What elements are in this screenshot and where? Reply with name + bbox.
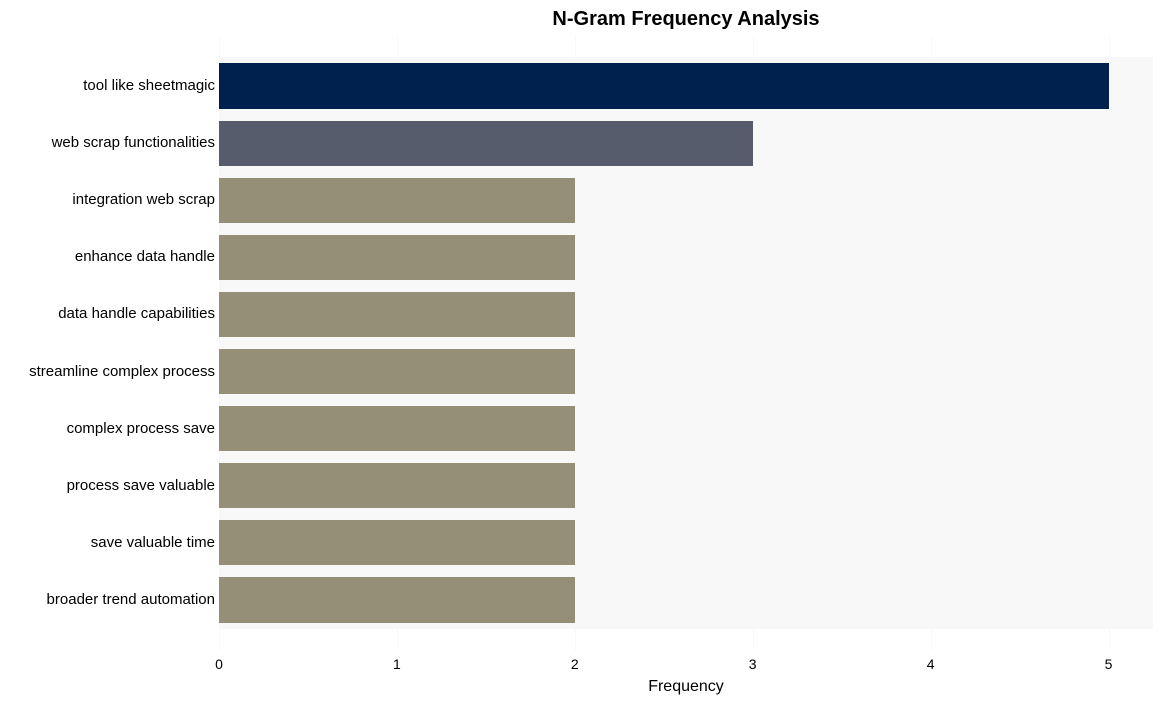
bar bbox=[219, 406, 575, 451]
chart-title: N-Gram Frequency Analysis bbox=[219, 8, 1153, 31]
y-axis-label: integration web scrap bbox=[72, 191, 215, 208]
x-axis-tick-label: 3 bbox=[749, 656, 757, 672]
bar bbox=[219, 121, 753, 166]
y-axis-label: complex process save bbox=[67, 420, 215, 437]
x-axis-tick-label: 4 bbox=[927, 656, 935, 672]
y-axis-label: data handle capabilities bbox=[58, 305, 215, 322]
y-axis-label: streamline complex process bbox=[29, 363, 215, 380]
bar bbox=[219, 178, 575, 223]
bar bbox=[219, 63, 1109, 108]
grid-line bbox=[753, 36, 754, 650]
x-axis-tick-label: 5 bbox=[1105, 656, 1113, 672]
x-axis-title: Frequency bbox=[219, 678, 1153, 696]
bar bbox=[219, 577, 575, 622]
x-axis-tick-label: 2 bbox=[571, 656, 579, 672]
y-axis-label: enhance data handle bbox=[75, 248, 215, 265]
x-axis-tick-label: 0 bbox=[215, 656, 223, 672]
bar bbox=[219, 235, 575, 280]
bar bbox=[219, 463, 575, 508]
plot-area bbox=[219, 36, 1153, 650]
x-axis-tick-label: 1 bbox=[393, 656, 401, 672]
bar bbox=[219, 520, 575, 565]
grid-line bbox=[1109, 36, 1110, 650]
bar bbox=[219, 349, 575, 394]
y-axis-label: process save valuable bbox=[67, 477, 215, 494]
y-axis-label: save valuable time bbox=[91, 534, 215, 551]
y-axis-label: web scrap functionalities bbox=[52, 134, 215, 151]
ngram-frequency-chart: N-Gram Frequency Analysis tool like shee… bbox=[0, 0, 1161, 701]
y-axis-label: broader trend automation bbox=[47, 591, 215, 608]
grid-line bbox=[931, 36, 932, 650]
y-axis-label: tool like sheetmagic bbox=[83, 77, 215, 94]
bar bbox=[219, 292, 575, 337]
